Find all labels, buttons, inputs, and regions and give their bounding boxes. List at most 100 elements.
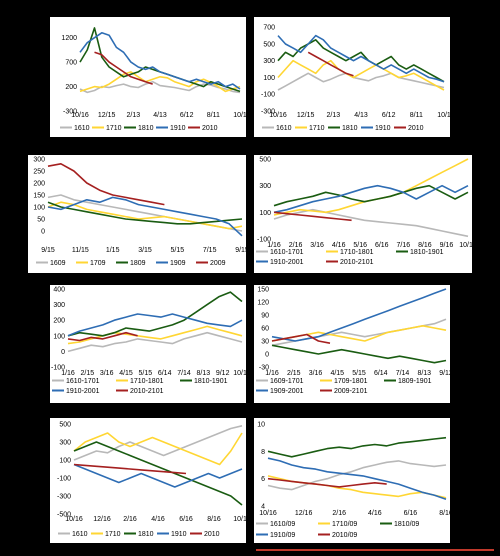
legend-label: 1710/09 <box>332 521 357 528</box>
x-tick-label: 10/16 <box>269 112 287 119</box>
x-tick-label: 9/16 <box>440 242 454 249</box>
x-tick-label: 10/1 <box>437 112 450 119</box>
y-tick-label: 500 <box>259 157 271 164</box>
x-tick-label: 10/16 <box>65 516 83 523</box>
y-tick-label: 1200 <box>61 35 77 42</box>
legend-label: 1810 <box>138 531 154 538</box>
y-tick-label: 10 <box>257 422 265 429</box>
series-line-1909 <box>47 196 243 237</box>
x-tick-label: 1/16 <box>61 370 75 377</box>
legend-label: 1910 <box>170 125 186 132</box>
y-tick-label: 90 <box>261 313 269 320</box>
x-tick-label: 4/16 <box>151 516 165 523</box>
legend-label: 2010 <box>408 125 424 132</box>
x-tick-label: 2/13 <box>327 112 341 119</box>
chart-panel-7: -500 -300 -100 100 300 500 10/16 12/16 2/16 4/16 6… <box>50 418 246 543</box>
legend-label: 1810-1901 <box>410 249 444 256</box>
legend-label: 2010-2101 <box>340 259 374 266</box>
x-tick-label: 3/16 <box>100 370 114 377</box>
y-tick-label: 8 <box>261 449 265 456</box>
legend-label: 1709 <box>90 260 106 267</box>
x-tick-label: 5/15 <box>352 370 366 377</box>
x-tick-label: 2/13 <box>127 112 141 119</box>
legend-label: 2009-2101 <box>334 388 368 395</box>
y-tick-label: 100 <box>263 75 275 82</box>
x-tick-label: 8/13 <box>197 370 211 377</box>
x-tick-label: 12/16 <box>93 516 111 523</box>
x-tick-label: 9/15 <box>235 247 246 254</box>
x-tick-label: 10/12 <box>233 370 246 377</box>
y-tick-label: 150 <box>257 287 269 294</box>
series-line-1809 <box>47 201 243 225</box>
y-tick-label: 0 <box>265 352 269 359</box>
x-tick-label: 4/15 <box>330 370 344 377</box>
x-tick-label: 6/12 <box>382 112 396 119</box>
series-line-1810-1901 <box>67 291 243 337</box>
series-line-1910 <box>79 31 241 90</box>
y-tick-label: 0 <box>41 229 45 236</box>
y-tick-label: -500 <box>57 512 71 519</box>
x-tick-label: 3/16 <box>310 242 324 249</box>
legend-label: 1610 <box>72 531 88 538</box>
series-line-1610 <box>73 425 243 461</box>
legend-label: 1910 <box>375 125 391 132</box>
series-line-1810-1901 <box>273 184 469 207</box>
y-tick-label: 300 <box>259 183 271 190</box>
x-tick-label: 8/16 <box>439 510 450 517</box>
series-line-1610-09 <box>267 460 447 491</box>
legend-label: 1609-1701 <box>270 378 304 385</box>
legend-label: 1610 <box>74 125 90 132</box>
legend-label: 1710-1801 <box>340 249 374 256</box>
x-tick-label: 1/15 <box>106 247 120 254</box>
y-tick-label: 200 <box>53 318 65 325</box>
x-tick-label: 5/16 <box>353 242 367 249</box>
legend-label: 1910/09 <box>270 532 295 539</box>
series-line-1910 <box>277 34 445 83</box>
y-tick-label: 300 <box>53 302 65 309</box>
y-tick-label: 300 <box>33 157 45 164</box>
legend-label: 1810 <box>342 125 358 132</box>
series-line-1910-09 <box>267 457 447 500</box>
x-tick-label: 8/11 <box>207 112 220 119</box>
legend-label: 1810 <box>138 125 154 132</box>
y-tick-label: -300 <box>261 109 275 116</box>
x-tick-label: 7/14 <box>177 370 191 377</box>
legend-label: 2010 <box>202 125 218 132</box>
x-tick-label: 6/16 <box>404 510 418 517</box>
chart-svg-7: -500 -300 -100 100 300 500 10/16 12/16 2/16 4/16 6… <box>57 422 246 539</box>
legend-label: 2010-2101 <box>130 388 164 395</box>
y-tick-label: 700 <box>263 25 275 32</box>
x-tick-label: 3/15 <box>138 247 152 254</box>
y-tick-label: 120 <box>257 300 269 307</box>
x-tick-label: 6/14 <box>158 370 172 377</box>
y-tick-label: -100 <box>257 237 271 244</box>
x-tick-label: 8/13 <box>417 370 431 377</box>
y-tick-label: 700 <box>65 60 77 67</box>
series-line-1610 <box>79 80 241 94</box>
y-tick-label: 0 <box>61 349 65 356</box>
x-tick-label: 1/16 <box>265 370 279 377</box>
legend-label: 1909-2001 <box>270 388 304 395</box>
legend-label: 1710 <box>106 125 122 132</box>
y-tick-label: 200 <box>33 181 45 188</box>
y-tick-label: 100 <box>53 333 65 340</box>
series-line-2010-09 <box>267 477 387 488</box>
series-line-2010 <box>73 463 187 475</box>
y-tick-label: -300 <box>63 109 77 116</box>
chart-panel-6: -30 0 30 60 90 120 150 1/16 2/15 3/16 4/15 5/15 6/14… <box>254 285 450 403</box>
y-tick-label: 300 <box>263 58 275 65</box>
x-tick-label: 10/16 <box>459 242 472 249</box>
y-tick-label: 300 <box>59 440 71 447</box>
x-tick-label: 2/16 <box>332 510 346 517</box>
chart-svg-2: -300 -100 100 300 500 700 10/16 12/15 2/13 4/13 6/… <box>261 25 450 132</box>
y-tick-label: 100 <box>59 458 71 465</box>
legend-label: 1610-1701 <box>270 249 304 256</box>
legend-label: 1610-1701 <box>66 378 100 385</box>
legend-label: 1910-2001 <box>270 259 304 266</box>
x-tick-label: 6/12 <box>180 112 194 119</box>
y-tick-label: 250 <box>33 169 45 176</box>
chart-panel-1: -300 200 700 1200 10/16 12/15 2/13 4/13 6/12 8/11… <box>50 17 246 137</box>
legend-label: 1810/09 <box>394 521 419 528</box>
series-line-2009-2101 <box>271 333 331 344</box>
chart-svg-5: -100 0 100 200 300 400 1/16 2/15 3/16 4/15 5/15 6/1… <box>51 287 246 396</box>
